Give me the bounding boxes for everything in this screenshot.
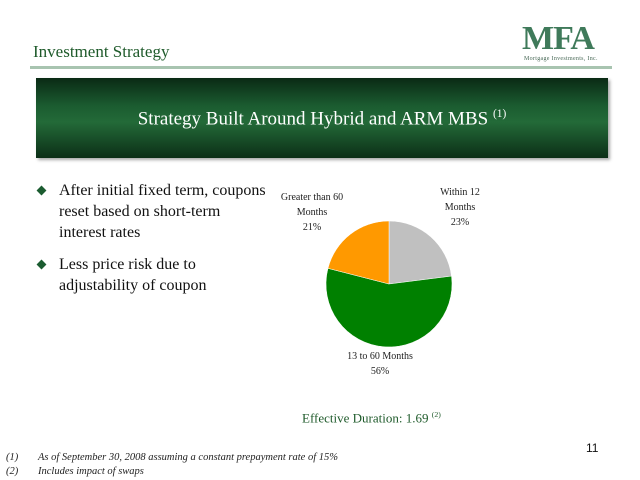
bullet-item: Less price risk due to adjustability of … xyxy=(36,254,266,296)
pie-label-within-12-months: Within 12 Months 23% xyxy=(425,185,495,230)
pie-label-line: Months xyxy=(296,207,328,218)
footnote-number: (1) xyxy=(6,452,19,463)
logo-mark: MFA xyxy=(522,20,595,57)
pie-slice-1 xyxy=(325,268,453,348)
duration-footnote-ref: (2) xyxy=(431,410,441,419)
pie-label-greater-than-60-months: Greater than 60 Months 21% xyxy=(267,190,357,235)
footnote-text: As of September 30, 2008 assuming a cons… xyxy=(38,452,338,463)
banner-title: Strategy Built Around Hybrid and ARM MBS… xyxy=(36,108,608,130)
pie-value-label: 21% xyxy=(302,222,322,233)
header-divider xyxy=(30,66,612,69)
banner-title-text: Strategy Built Around Hybrid and ARM MBS xyxy=(137,108,489,130)
page-number: 11 xyxy=(586,441,599,455)
bullet-list: After initial fixed term, coupons reset … xyxy=(36,180,266,307)
pie-label-line: Months xyxy=(444,202,476,213)
pie-label-13-to-60-months: 13 to 60 Months 56% xyxy=(330,349,430,379)
duration-text: Effective Duration: 1.69 xyxy=(302,410,429,426)
pie-value-label: 23% xyxy=(450,217,470,228)
bullet-text: Less price risk due to adjustability of … xyxy=(59,256,207,294)
footnotes: (1) As of September 30, 2008 assuming a c… xyxy=(6,451,338,479)
pie-label-line: 13 to 60 Months xyxy=(347,351,413,362)
pie-label-line: Within 12 xyxy=(440,187,480,198)
pie-slice-2 xyxy=(327,220,390,285)
effective-duration: Effective Duration: 1.69 (2) xyxy=(302,410,441,426)
pie-label-line: Greater than 60 xyxy=(280,192,344,203)
bullet-item: After initial fixed term, coupons reset … xyxy=(36,180,266,243)
page-title: Investment Strategy xyxy=(33,42,170,61)
pie-value-label: 56% xyxy=(370,366,390,377)
bullet-text: After initial fixed term, coupons reset … xyxy=(59,182,266,241)
footnote-text: Includes impact of swaps xyxy=(38,466,144,477)
logo-subtitle: Mortgage Investments, Inc. xyxy=(524,56,598,62)
company-logo: MFA Mortgage Investments, Inc. xyxy=(500,22,612,66)
banner-footnote-ref: (1) xyxy=(492,108,507,120)
footnote: (2) Includes impact of swaps xyxy=(6,465,338,479)
footnote: (1) As of September 30, 2008 assuming a c… xyxy=(6,451,338,465)
title-banner: Strategy Built Around Hybrid and ARM MBS… xyxy=(36,78,608,158)
footnote-number: (2) xyxy=(6,466,19,477)
pie-slice-0 xyxy=(388,220,452,285)
